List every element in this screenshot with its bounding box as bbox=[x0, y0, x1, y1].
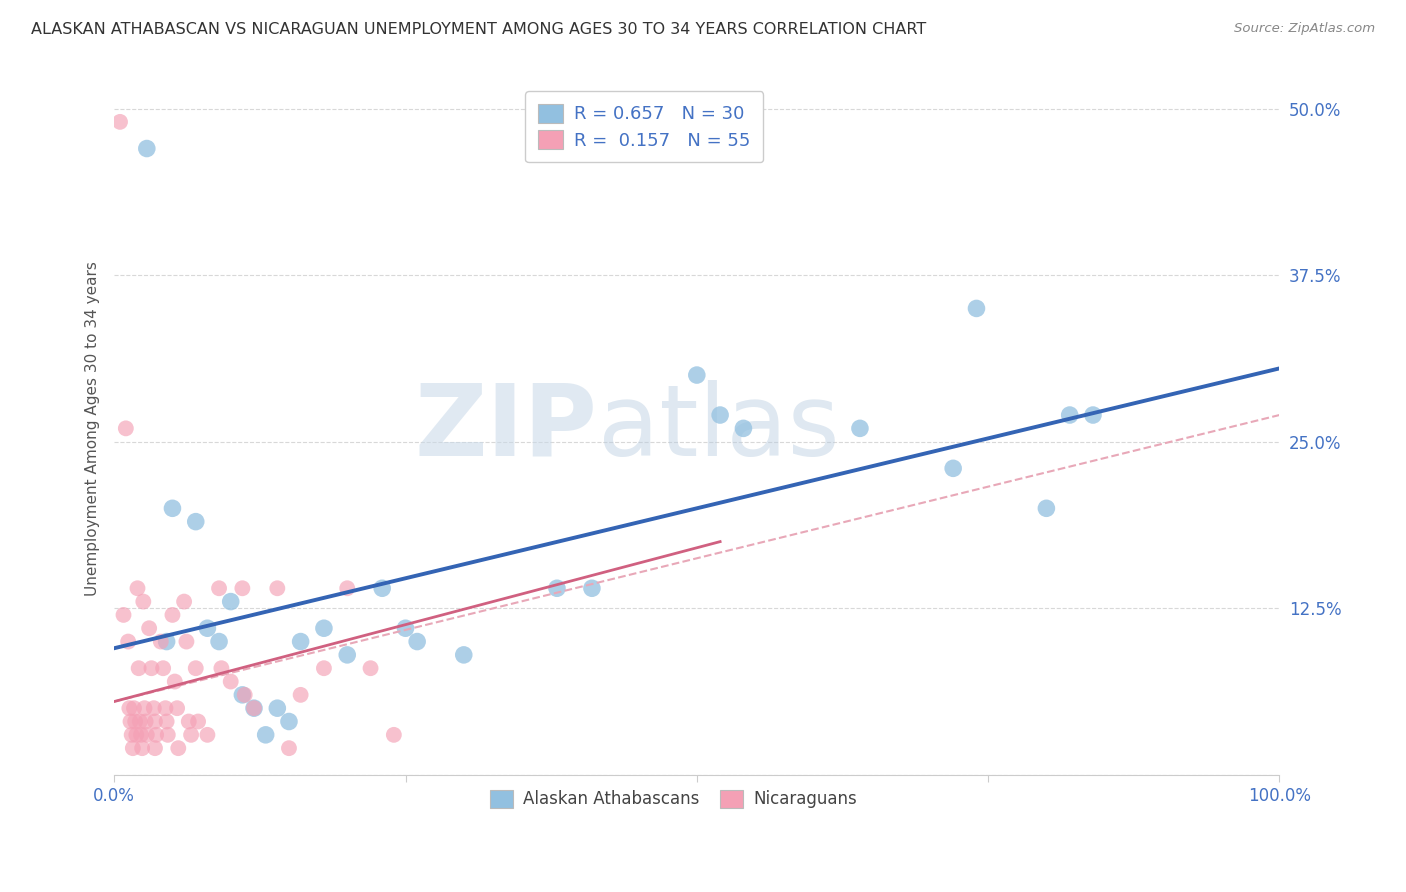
Point bbox=[290, 634, 312, 648]
Point bbox=[209, 661, 232, 675]
Point bbox=[546, 581, 568, 595]
Point bbox=[127, 581, 149, 595]
Point bbox=[266, 581, 288, 595]
Point bbox=[243, 701, 266, 715]
Point bbox=[156, 714, 179, 729]
Point bbox=[336, 581, 359, 595]
Point bbox=[118, 701, 141, 715]
Point bbox=[141, 661, 163, 675]
Point bbox=[197, 621, 219, 635]
Point bbox=[121, 728, 143, 742]
Point bbox=[336, 648, 359, 662]
Point bbox=[115, 421, 138, 435]
Point bbox=[219, 594, 242, 608]
Point bbox=[942, 461, 965, 475]
Point bbox=[121, 741, 143, 756]
Point bbox=[135, 714, 157, 729]
Point bbox=[197, 728, 219, 742]
Point bbox=[143, 714, 166, 729]
Point bbox=[128, 661, 150, 675]
Point bbox=[1035, 501, 1057, 516]
Point bbox=[184, 515, 207, 529]
Text: atlas: atlas bbox=[598, 380, 839, 477]
Point bbox=[382, 728, 405, 742]
Point bbox=[233, 688, 256, 702]
Point bbox=[117, 634, 139, 648]
Point bbox=[290, 688, 312, 702]
Point bbox=[108, 115, 131, 129]
Point bbox=[149, 634, 172, 648]
Point bbox=[143, 741, 166, 756]
Point bbox=[112, 607, 135, 622]
Point bbox=[173, 594, 195, 608]
Point bbox=[162, 607, 184, 622]
Point bbox=[1081, 408, 1104, 422]
Point bbox=[394, 621, 416, 635]
Point bbox=[177, 714, 200, 729]
Point bbox=[135, 728, 157, 742]
Point bbox=[180, 728, 202, 742]
Point bbox=[184, 661, 207, 675]
Point bbox=[128, 714, 150, 729]
Legend: Alaskan Athabascans, Nicaraguans: Alaskan Athabascans, Nicaraguans bbox=[484, 783, 863, 815]
Point bbox=[709, 408, 731, 422]
Text: ALASKAN ATHABASCAN VS NICARAGUAN UNEMPLOYMENT AMONG AGES 30 TO 34 YEARS CORRELAT: ALASKAN ATHABASCAN VS NICARAGUAN UNEMPLO… bbox=[31, 22, 927, 37]
Point bbox=[733, 421, 755, 435]
Point bbox=[371, 581, 394, 595]
Point bbox=[120, 714, 142, 729]
Point bbox=[312, 661, 335, 675]
Point bbox=[453, 648, 475, 662]
Point bbox=[156, 634, 179, 648]
Point bbox=[155, 701, 177, 715]
Point bbox=[145, 728, 167, 742]
Point bbox=[124, 714, 146, 729]
Point bbox=[138, 621, 160, 635]
Point bbox=[135, 142, 157, 156]
Text: ZIP: ZIP bbox=[415, 380, 598, 477]
Point bbox=[231, 581, 253, 595]
Point bbox=[278, 741, 301, 756]
Point bbox=[312, 621, 335, 635]
Point bbox=[134, 701, 156, 715]
Point bbox=[162, 501, 184, 516]
Point bbox=[156, 728, 179, 742]
Point bbox=[686, 368, 709, 382]
Point bbox=[966, 301, 988, 316]
Point bbox=[176, 634, 198, 648]
Point bbox=[266, 701, 288, 715]
Y-axis label: Unemployment Among Ages 30 to 34 years: Unemployment Among Ages 30 to 34 years bbox=[86, 261, 100, 596]
Point bbox=[132, 594, 155, 608]
Point bbox=[1059, 408, 1081, 422]
Point bbox=[125, 728, 148, 742]
Point bbox=[849, 421, 872, 435]
Point bbox=[166, 701, 188, 715]
Point bbox=[163, 674, 186, 689]
Point bbox=[129, 728, 152, 742]
Point bbox=[187, 714, 209, 729]
Point bbox=[231, 688, 253, 702]
Point bbox=[219, 674, 242, 689]
Point bbox=[581, 581, 603, 595]
Point bbox=[131, 741, 153, 756]
Point bbox=[208, 634, 231, 648]
Point bbox=[406, 634, 429, 648]
Point bbox=[208, 581, 231, 595]
Point bbox=[254, 728, 277, 742]
Point bbox=[360, 661, 382, 675]
Point bbox=[167, 741, 190, 756]
Point bbox=[152, 661, 174, 675]
Point bbox=[243, 701, 266, 715]
Text: Source: ZipAtlas.com: Source: ZipAtlas.com bbox=[1234, 22, 1375, 36]
Point bbox=[122, 701, 145, 715]
Point bbox=[278, 714, 301, 729]
Point bbox=[142, 701, 165, 715]
